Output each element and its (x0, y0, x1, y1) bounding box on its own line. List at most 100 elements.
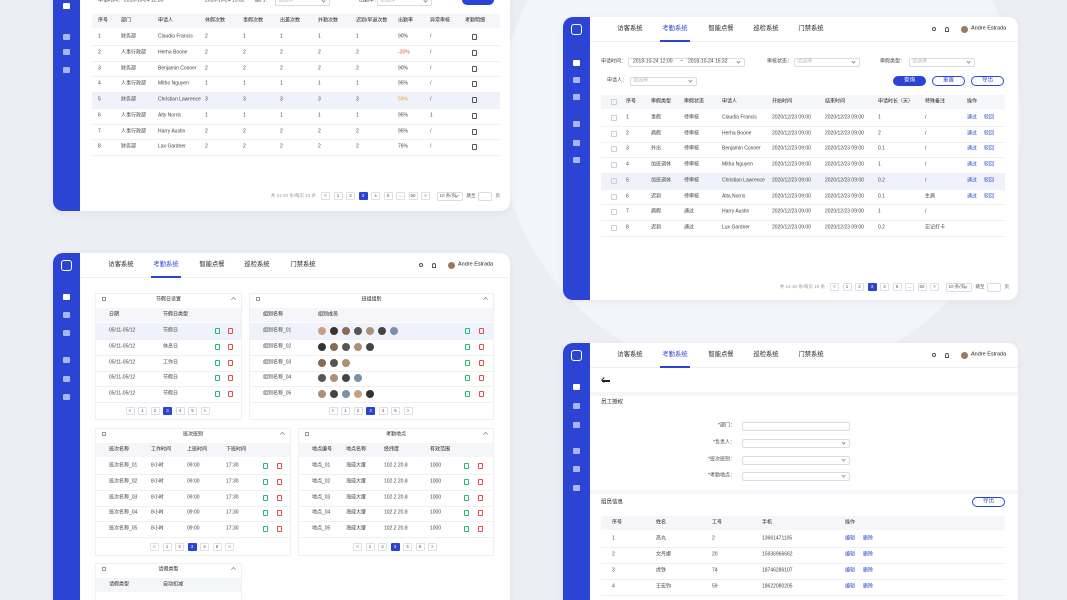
page-label[interactable]: 2 (349, 192, 352, 198)
delete-icon[interactable] (477, 510, 483, 517)
cell[interactable]: 驳回 (984, 145, 995, 152)
page-button[interactable] (200, 543, 209, 551)
nav-item[interactable]: 巡检系统 (753, 24, 779, 32)
button-label[interactable]: 重置 (942, 77, 955, 84)
cell[interactable]: 删除 (863, 583, 874, 590)
page-button[interactable] (353, 407, 363, 415)
delete-icon[interactable] (276, 510, 282, 517)
nav-item[interactable]: 访客系统 (108, 260, 134, 268)
button[interactable] (932, 76, 965, 86)
cell[interactable]: 驳回 (984, 193, 995, 199)
delete-icon[interactable] (276, 478, 282, 485)
user-name[interactable]: Andre Estrada (971, 25, 1007, 32)
page-label[interactable]: 4 (178, 407, 182, 413)
avatar[interactable] (448, 262, 455, 269)
page-button[interactable] (390, 543, 400, 551)
page-button[interactable] (125, 407, 135, 415)
export-button[interactable] (972, 497, 1005, 507)
edit-icon[interactable] (214, 391, 220, 398)
delete-icon[interactable] (276, 494, 282, 501)
page-label[interactable]: 50 (410, 192, 416, 198)
bell-icon[interactable] (945, 353, 949, 358)
sidebar-icon[interactable] (573, 157, 580, 163)
page-label[interactable]: 5 (418, 543, 422, 549)
sidebar-icon[interactable] (63, 3, 70, 9)
search-icon[interactable] (932, 27, 936, 31)
page-label[interactable]: < (153, 543, 156, 549)
delete-icon[interactable] (276, 526, 282, 533)
page-button[interactable] (138, 407, 147, 415)
page-label[interactable]: 3 (870, 283, 874, 289)
delete-icon[interactable] (276, 463, 282, 469)
sidebar-icon[interactable] (573, 60, 580, 66)
page-label[interactable]: > (424, 192, 427, 198)
edit-icon[interactable] (214, 359, 220, 366)
page-button[interactable] (365, 543, 375, 551)
user-name[interactable]: Andre Estrada (971, 351, 1007, 358)
detail-icon[interactable] (471, 128, 477, 135)
detail-icon[interactable] (471, 112, 477, 119)
delete-icon[interactable] (478, 375, 484, 382)
edit-icon[interactable] (464, 359, 470, 366)
page-button[interactable] (328, 407, 338, 415)
delete-icon[interactable] (478, 391, 484, 398)
input[interactable] (794, 57, 860, 67)
cell[interactable]: 驳回 (984, 177, 995, 184)
sidebar-icon[interactable] (573, 121, 580, 127)
page-label[interactable]: 5 (215, 543, 219, 549)
cell[interactable]: 编辑 (845, 583, 856, 590)
page-button[interactable] (358, 192, 368, 200)
page-button[interactable] (346, 192, 355, 200)
page-button[interactable] (428, 543, 437, 551)
input[interactable] (742, 455, 850, 465)
detail-icon[interactable] (471, 49, 477, 56)
cell[interactable]: 驳回 (984, 114, 995, 121)
sidebar-icon[interactable] (573, 77, 580, 83)
page-label[interactable]: 50 (919, 283, 925, 289)
page-button[interactable] (366, 407, 375, 415)
nav-item[interactable]: 巡检系统 (753, 350, 779, 358)
page-button[interactable] (867, 283, 877, 291)
nav-item[interactable]: 巡检系统 (244, 260, 270, 268)
button-label[interactable]: 查询 (903, 77, 916, 84)
page-button[interactable] (842, 283, 852, 291)
page-button[interactable] (415, 543, 425, 551)
sidebar-icon[interactable] (63, 330, 70, 336)
detail-icon[interactable] (471, 144, 477, 151)
page-button[interactable] (212, 543, 222, 551)
nav-item[interactable]: 门禁系统 (798, 24, 824, 32)
button-label[interactable]: 导出 (982, 498, 995, 505)
page-label[interactable]: 3 (190, 543, 194, 549)
edit-icon[interactable] (464, 375, 470, 382)
page-label[interactable]: < (356, 543, 359, 549)
page-button[interactable] (403, 407, 413, 415)
edit-icon[interactable] (262, 463, 268, 469)
page-label[interactable]: 3 (166, 407, 169, 413)
nav-item[interactable]: 门禁系统 (798, 350, 824, 358)
page-button[interactable] (162, 543, 172, 551)
page-button[interactable] (371, 192, 380, 200)
page-button[interactable] (353, 543, 362, 551)
edit-icon[interactable] (463, 494, 469, 501)
edit-icon[interactable] (464, 391, 470, 398)
page-button[interactable] (200, 407, 210, 415)
page-label[interactable]: 4 (406, 543, 409, 549)
edit-icon[interactable] (464, 328, 470, 334)
cell[interactable]: 通过 (967, 161, 978, 168)
checkbox[interactable] (611, 177, 617, 184)
delete-icon[interactable] (477, 463, 483, 469)
page-label[interactable]: 4 (374, 192, 377, 198)
cell[interactable]: 驳回 (984, 130, 995, 137)
page-label[interactable]: 4 (203, 543, 206, 549)
cell[interactable]: 通过 (967, 177, 978, 184)
page-label[interactable]: 3 (361, 192, 365, 198)
delete-icon[interactable] (227, 391, 233, 398)
cell[interactable]: 删除 (863, 535, 874, 542)
avatar[interactable] (961, 352, 968, 359)
nav-item[interactable]: 门禁系统 (290, 260, 316, 268)
page-label[interactable]: … (907, 283, 912, 289)
sidebar-icon[interactable] (573, 94, 580, 100)
bell-icon[interactable] (432, 263, 436, 268)
checkbox[interactable] (611, 115, 617, 121)
detail-icon[interactable] (471, 65, 477, 72)
